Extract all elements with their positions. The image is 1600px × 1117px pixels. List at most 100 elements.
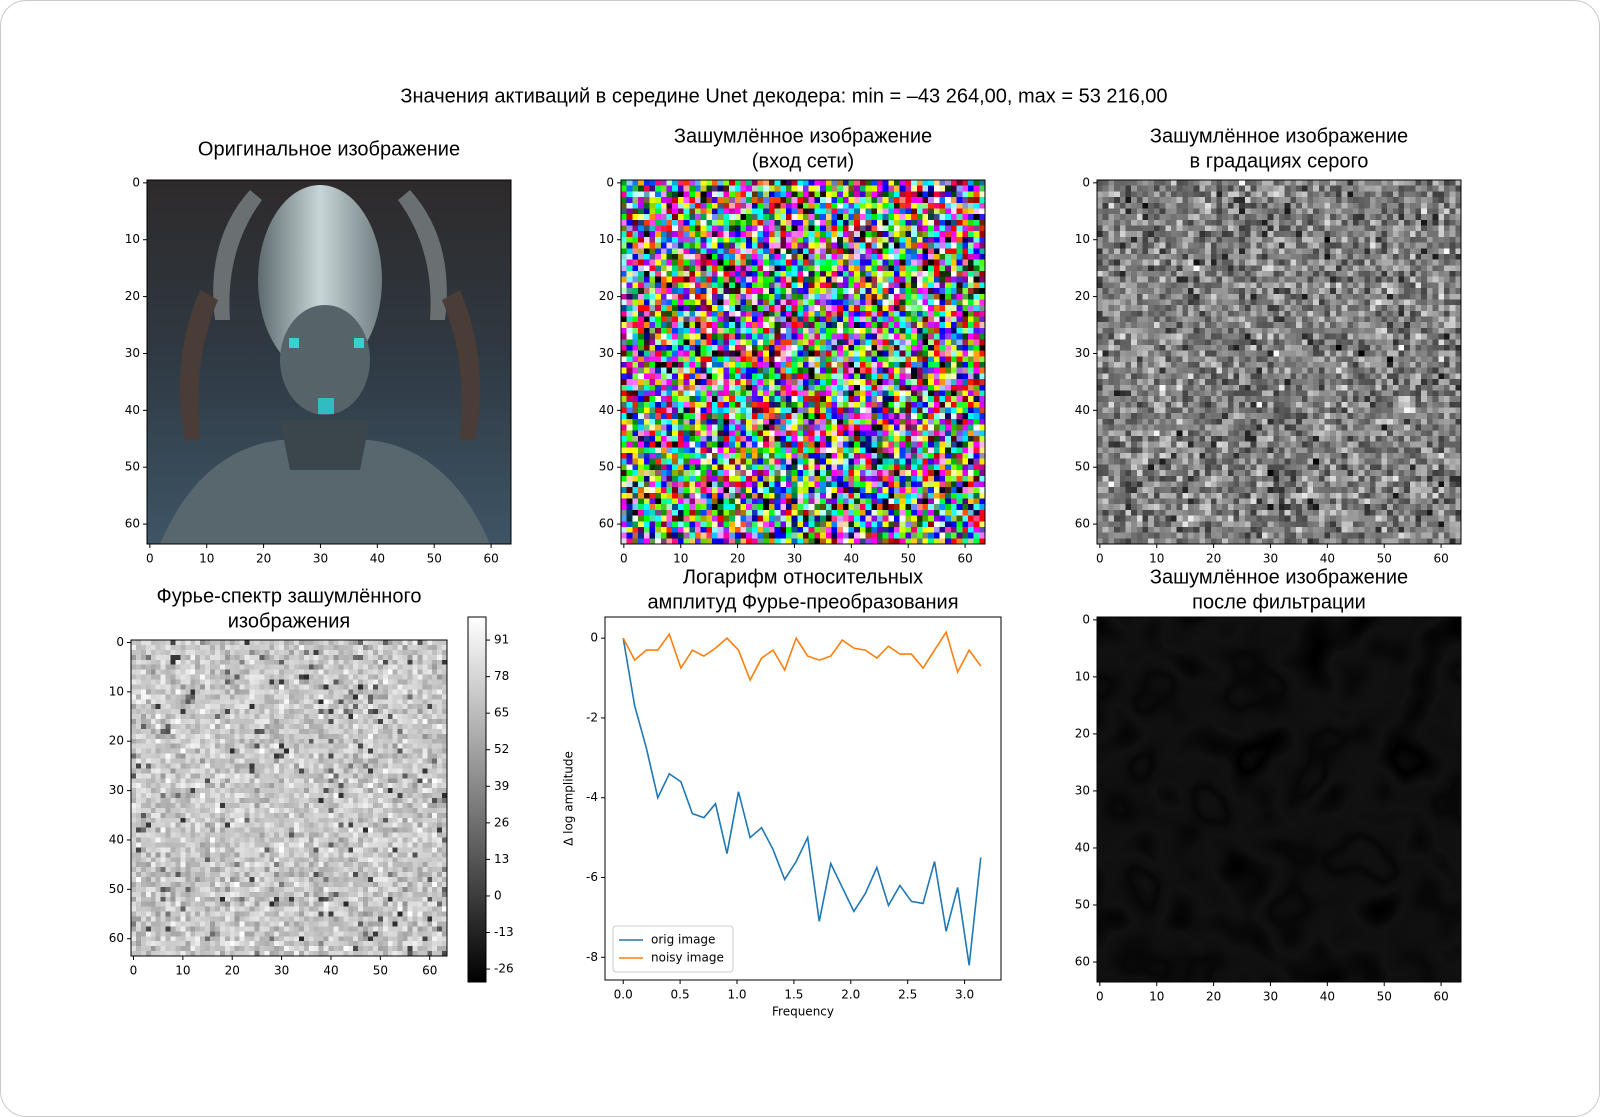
pixel — [723, 425, 729, 431]
pixel — [871, 322, 877, 328]
pixel — [820, 453, 826, 459]
pixel — [632, 220, 638, 226]
pixel — [780, 430, 786, 436]
pixel — [905, 516, 911, 522]
pixel — [621, 527, 627, 533]
pixel — [735, 248, 741, 254]
pixel — [1410, 243, 1416, 249]
pixel — [809, 481, 815, 487]
pixel — [780, 436, 786, 442]
pixel — [786, 265, 792, 271]
pixel — [1450, 231, 1456, 237]
pixel — [900, 504, 906, 510]
pixel — [792, 311, 798, 317]
pixel — [883, 339, 889, 345]
pixel — [911, 527, 917, 533]
pixel — [644, 447, 650, 453]
pixel — [877, 470, 883, 476]
pixel — [1262, 248, 1268, 254]
pixel — [752, 527, 758, 533]
pixel — [957, 339, 963, 345]
pixel — [1222, 226, 1228, 232]
pixel — [701, 294, 707, 300]
pixel — [888, 339, 894, 345]
pixel — [1427, 186, 1433, 192]
pixel — [820, 385, 826, 391]
y-tick-label: 50 — [599, 460, 614, 474]
pixel — [678, 390, 684, 396]
pixel — [945, 538, 951, 544]
pixel — [1290, 186, 1296, 192]
pixel — [661, 282, 667, 288]
pixel — [945, 220, 951, 226]
pixel — [928, 419, 934, 425]
pixel — [763, 470, 769, 476]
pixel — [826, 294, 832, 300]
pixel — [723, 180, 729, 186]
pixel — [1211, 248, 1217, 254]
pixel — [780, 226, 786, 232]
pixel — [655, 385, 661, 391]
pixel — [854, 402, 860, 408]
pixel — [718, 470, 724, 476]
pixel — [758, 527, 764, 533]
pixel — [638, 277, 644, 283]
pixel — [900, 373, 906, 379]
pixel — [917, 385, 923, 391]
pixel — [809, 538, 815, 544]
pixel — [826, 288, 832, 294]
pixel — [723, 345, 729, 351]
pixel — [1444, 243, 1450, 249]
pixel — [809, 339, 815, 345]
pixel — [934, 499, 940, 505]
pixel — [672, 516, 678, 522]
pixel — [1387, 248, 1393, 254]
pixel — [843, 408, 849, 414]
pixel — [797, 226, 803, 232]
pixel — [752, 351, 758, 357]
pixel — [758, 231, 764, 237]
pixel — [831, 208, 837, 214]
pixel — [621, 538, 627, 544]
pixel — [723, 220, 729, 226]
pixel — [826, 277, 832, 283]
pixel — [849, 527, 855, 533]
pixel — [632, 305, 638, 311]
pixel — [911, 476, 917, 482]
pixel — [740, 436, 746, 442]
pixel — [940, 373, 946, 379]
pixel — [775, 402, 781, 408]
pixel — [649, 447, 655, 453]
pixel — [928, 476, 934, 482]
pixel — [928, 294, 934, 300]
pixel — [871, 180, 877, 186]
pixel — [1455, 220, 1461, 226]
pixel — [701, 254, 707, 260]
pixel — [649, 339, 655, 345]
pixel — [883, 288, 889, 294]
pixel — [797, 396, 803, 402]
pixel — [917, 226, 923, 232]
pixel — [968, 527, 974, 533]
pixel — [1381, 208, 1387, 214]
pixel — [752, 288, 758, 294]
pixel — [860, 248, 866, 254]
pixel — [780, 339, 786, 345]
pixel — [877, 191, 883, 197]
pixel — [1444, 226, 1450, 232]
pixel — [746, 265, 752, 271]
pixel — [849, 288, 855, 294]
pixel — [940, 493, 946, 499]
pixel — [1188, 214, 1194, 220]
pixel — [752, 516, 758, 522]
pixel — [752, 379, 758, 385]
pixel — [1194, 180, 1200, 186]
pixel — [655, 334, 661, 340]
pixel — [854, 447, 860, 453]
pixel — [655, 226, 661, 232]
pixel — [1114, 180, 1120, 186]
pixel — [1290, 237, 1296, 243]
pixel — [797, 243, 803, 249]
pixel — [849, 396, 855, 402]
pixel — [866, 481, 872, 487]
